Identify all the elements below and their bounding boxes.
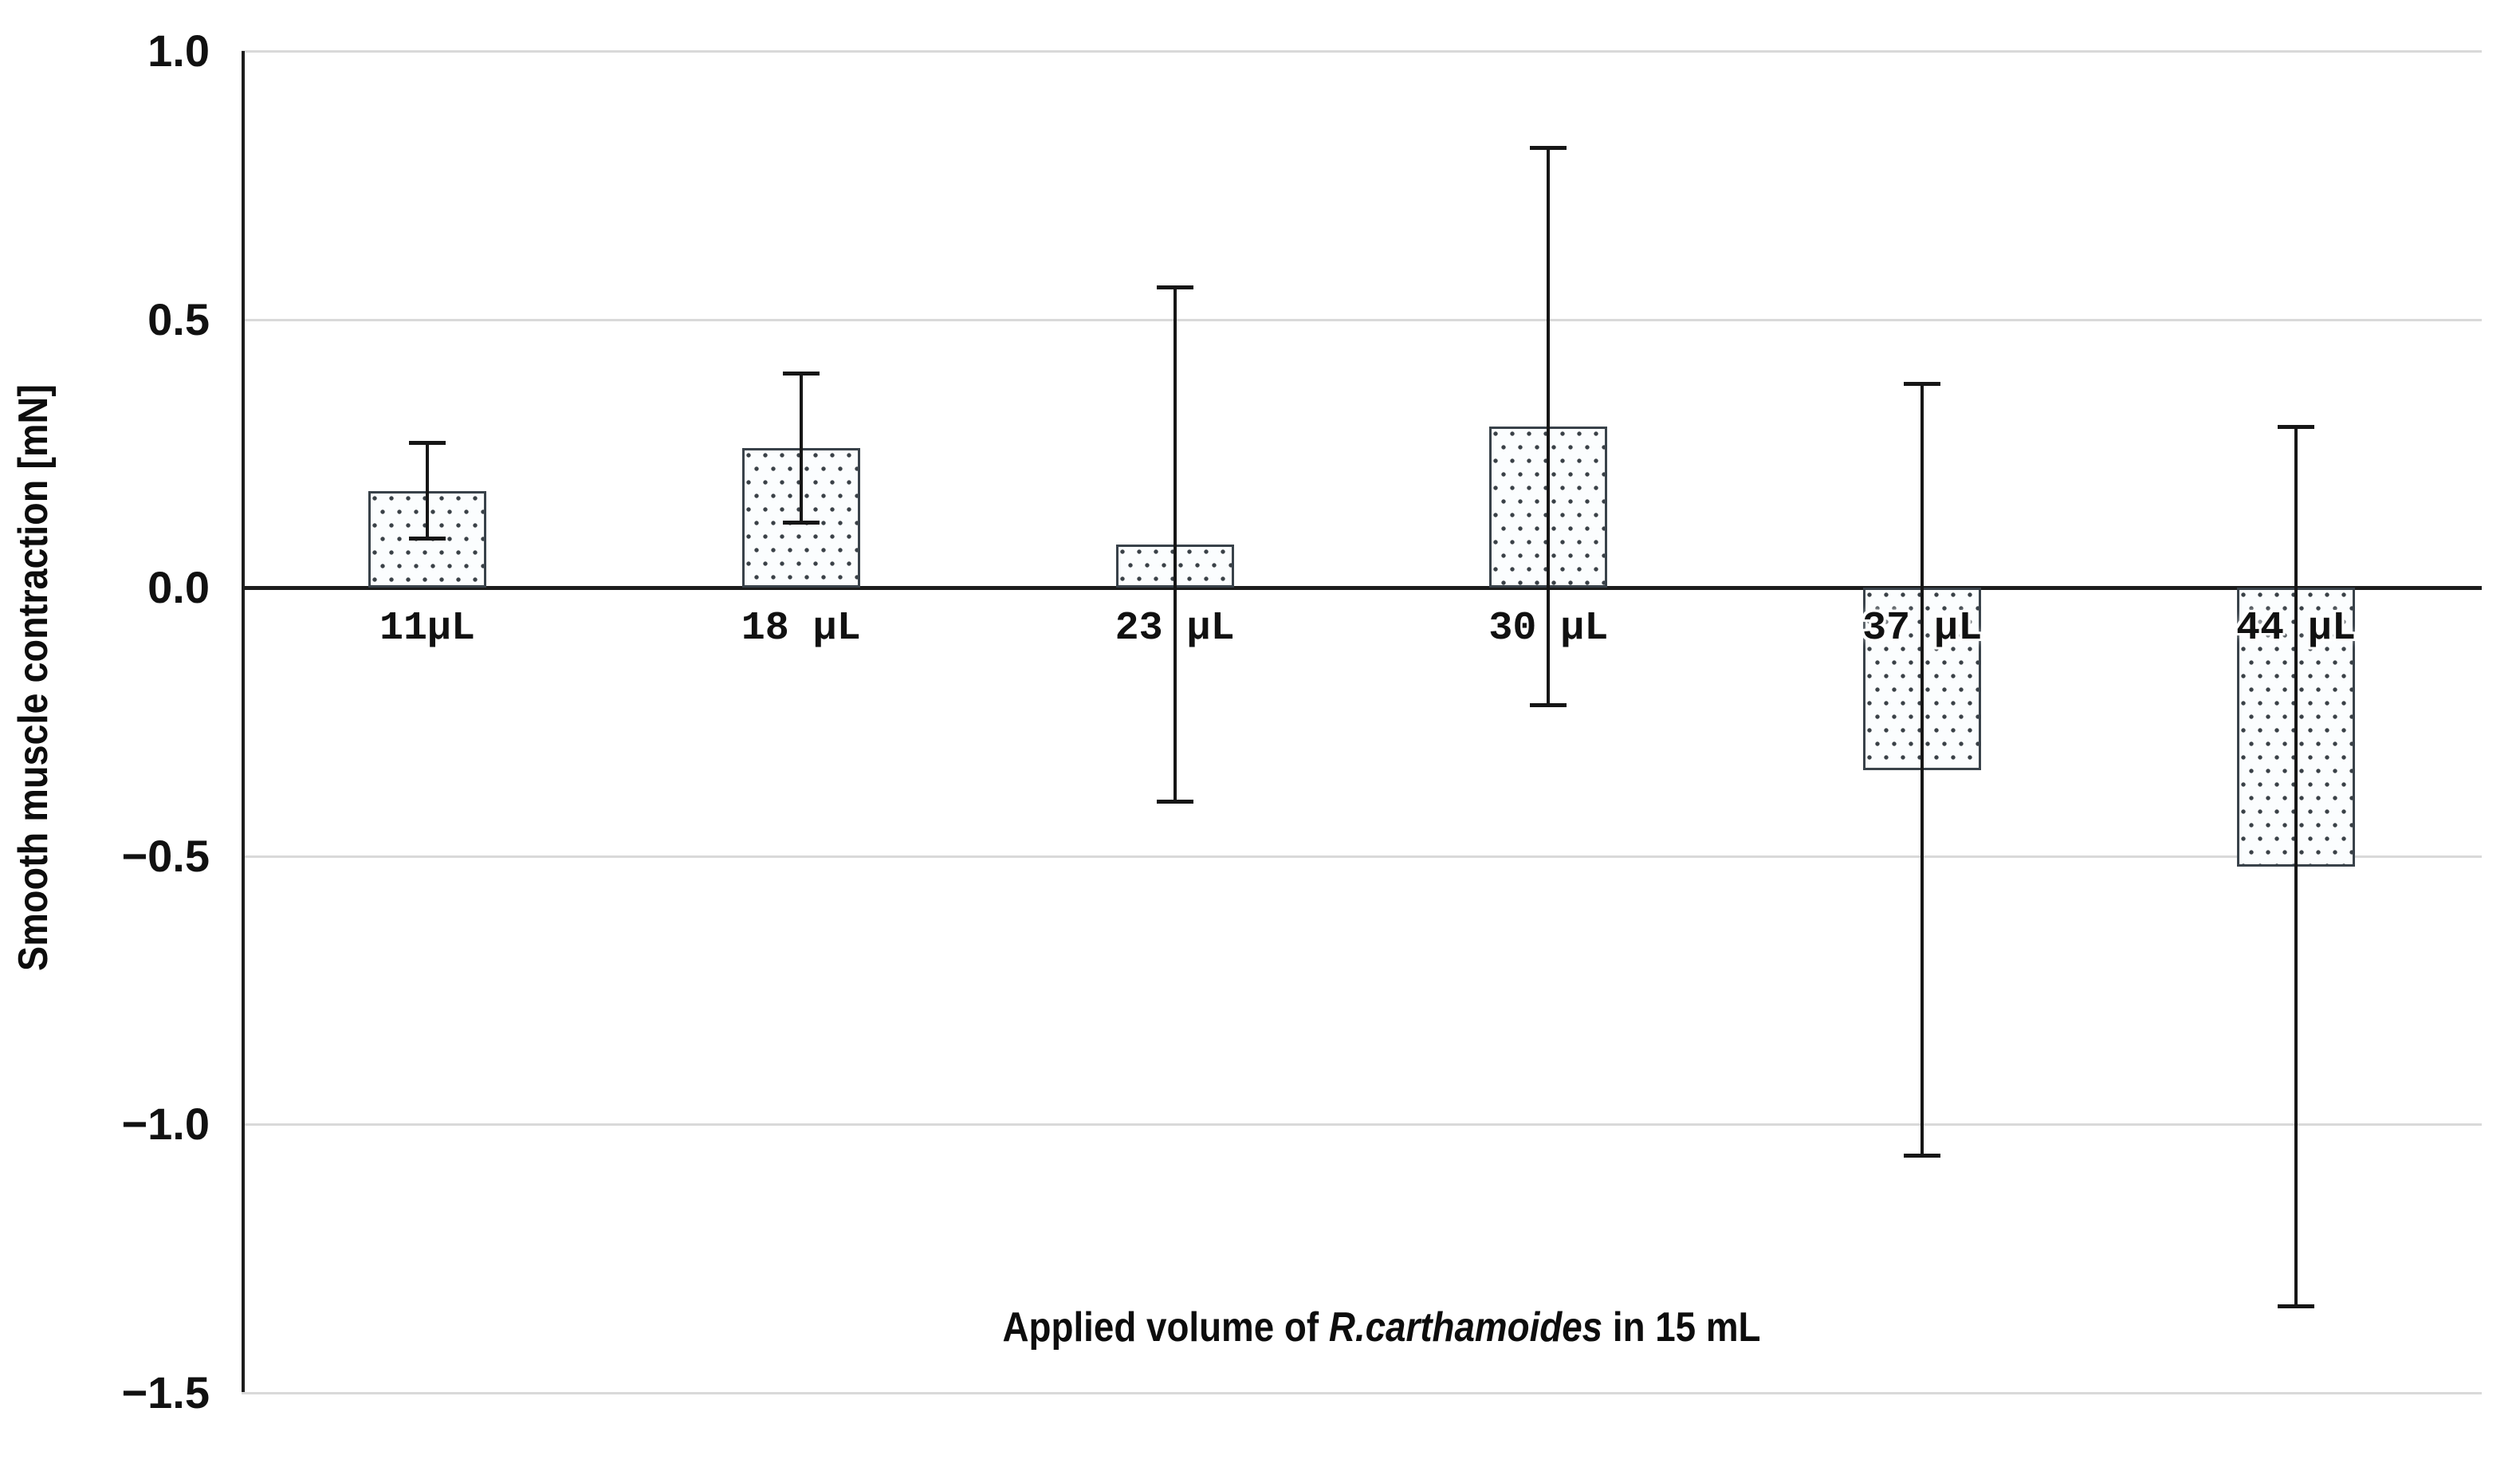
error-bar-line	[1173, 287, 1177, 803]
error-bar-cap-top	[1530, 146, 1567, 151]
error-bar-line	[1920, 383, 1924, 1157]
category-label: 18 µL	[741, 606, 861, 651]
error-bar-cap-top	[782, 371, 820, 376]
gridline-1.0	[242, 50, 2482, 53]
y-axis-line	[242, 51, 245, 1392]
y-tick-label: 0.0	[147, 562, 210, 612]
error-bar-cap-bottom	[2278, 1304, 2314, 1308]
gridline-0.5	[242, 318, 2482, 321]
error-bar-line	[1547, 147, 1551, 706]
gridline-−1.5	[242, 1391, 2482, 1394]
category-label: 11µL	[379, 606, 476, 651]
gridline-−0.5	[242, 855, 2482, 858]
category-label: 30 µL	[1488, 606, 1609, 651]
error-bar-cap-bottom	[1156, 800, 1193, 804]
y-axis-title: Smooth muscle contraction [mN]	[10, 384, 57, 971]
x-axis-zero-line	[242, 586, 2482, 590]
error-bar-cap-top	[1156, 285, 1193, 290]
error-bar-cap-bottom	[1530, 703, 1567, 708]
error-bar-line	[2294, 427, 2298, 1307]
x-axis-title-suffix: in 15 mL	[1602, 1304, 1761, 1351]
error-bar-cap-bottom	[782, 521, 820, 525]
x-axis-title: Applied volume of R.carthamoides in 15 m…	[1002, 1304, 1760, 1351]
error-bar-cap-bottom	[409, 537, 446, 541]
error-bar-cap-top	[2278, 425, 2314, 430]
x-axis-title-prefix: Applied volume of	[1002, 1304, 1329, 1351]
error-bar-cap-top	[1904, 382, 1941, 387]
y-tick-label: −0.5	[121, 830, 210, 881]
y-tick-label: −1.0	[121, 1099, 210, 1149]
error-bar-cap-top	[409, 441, 446, 446]
x-axis-title-species: R.carthamoides	[1328, 1304, 1603, 1351]
y-tick-label: −1.5	[121, 1367, 210, 1418]
error-bar-line	[799, 372, 803, 524]
y-tick-label: 1.0	[147, 26, 210, 76]
error-bar-cap-bottom	[1904, 1154, 1941, 1158]
error-bar-line	[426, 442, 429, 540]
gridline-−1.0	[242, 1123, 2482, 1126]
y-tick-label: 0.5	[147, 293, 210, 344]
category-label: 44 µL	[2235, 606, 2357, 651]
category-label: 37 µL	[1862, 606, 1983, 651]
category-label: 23 µL	[1115, 606, 1235, 651]
